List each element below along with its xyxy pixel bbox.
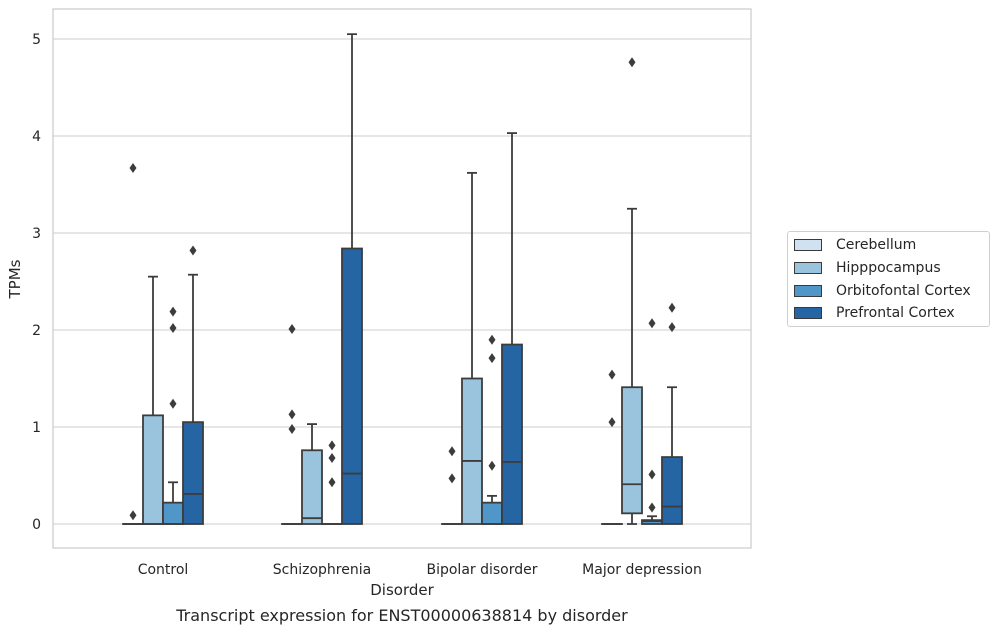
x-axis-label: Disorder [370, 581, 434, 599]
legend-item-prefrontal-cortex: Prefrontal Cortex [794, 304, 955, 322]
legend-label-cerebellum: Cerebellum [836, 237, 917, 253]
outlier-point [448, 473, 456, 484]
outlier-point [288, 324, 296, 335]
outlier-point [488, 353, 496, 364]
box [461, 377, 483, 525]
outlier-point [328, 477, 336, 488]
box-group [341, 33, 363, 525]
legend-item-orbitofrontal-cortex: Orbitofontal Cortex [794, 282, 971, 300]
box [621, 386, 643, 515]
box [661, 456, 683, 525]
outlier-point [648, 502, 656, 513]
box-group [661, 302, 683, 525]
outlier-point [648, 469, 656, 480]
box-group [301, 423, 323, 525]
outlier-point [288, 423, 296, 434]
box [481, 501, 503, 525]
box-group [461, 171, 483, 525]
box [501, 343, 523, 525]
box-plots [122, 33, 683, 525]
x-tick-label: Bipolar disorder [426, 562, 537, 578]
legend-swatch-prefrontal-cortex [794, 307, 822, 319]
box-group [162, 306, 184, 525]
outlier-point [608, 369, 616, 380]
box-group [122, 163, 144, 525]
box [301, 449, 323, 525]
axis-ticks: 0 1 2 3 4 5 Control Schizophrenia Bipolar disord… [32, 32, 702, 578]
legend-label-prefrontal-cortex: Prefrontal Cortex [836, 305, 955, 321]
legend-label-orbitofrontal-cortex: Orbitofontal Cortex [836, 283, 971, 299]
plot-frame [52, 8, 752, 549]
y-tick-label: 0 [32, 517, 41, 533]
legend-swatch-hippocampus [794, 262, 822, 274]
x-tick-label: Schizophrenia [273, 562, 371, 578]
legend-item-hippocampus: Hipppocampus [794, 259, 941, 277]
outlier-point [169, 306, 177, 317]
outlier-point [129, 510, 137, 521]
box-group [182, 245, 204, 525]
y-tick-label: 4 [32, 129, 41, 145]
box-group [281, 324, 303, 525]
box-group [621, 57, 643, 525]
x-tick-label: Major depression [582, 562, 702, 578]
legend: Cerebellum Hipppocampus Orbitofontal Cor… [787, 231, 990, 327]
outlier-point [328, 453, 336, 464]
y-tick-label: 1 [32, 420, 41, 436]
legend-label-hippocampus: Hipppocampus [836, 260, 941, 276]
outlier-point [668, 322, 676, 333]
legend-item-cerebellum: Cerebellum [794, 236, 916, 254]
y-axis-label: TPMs [6, 259, 24, 299]
outlier-point [668, 302, 676, 313]
box-group [142, 275, 164, 525]
box [341, 247, 363, 525]
box-group [601, 369, 623, 525]
chart-title: Transcript expression for ENST0000063881… [175, 606, 628, 625]
y-tick-label: 3 [32, 226, 41, 242]
box-group [501, 132, 523, 525]
box-group [481, 334, 503, 525]
outlier-point [328, 440, 336, 451]
box [142, 414, 164, 525]
outlier-point [628, 57, 636, 68]
box [162, 501, 184, 525]
outlier-point [169, 323, 177, 334]
outlier-point [288, 409, 296, 420]
box [182, 421, 204, 525]
box-group [441, 446, 463, 525]
legend-swatch-orbitofrontal-cortex [794, 285, 822, 297]
outlier-point [448, 446, 456, 457]
legend-swatch-cerebellum [794, 239, 822, 251]
outlier-point [488, 460, 496, 471]
outlier-point [189, 245, 197, 256]
outlier-point [608, 417, 616, 428]
outlier-point [488, 334, 496, 345]
x-tick-label: Control [138, 562, 189, 578]
outlier-point [169, 398, 177, 409]
y-tick-label: 5 [32, 32, 41, 48]
box-group [321, 440, 343, 525]
outlier-point [129, 163, 137, 174]
box-group [641, 318, 663, 525]
y-tick-label: 2 [32, 323, 41, 339]
outlier-point [648, 318, 656, 329]
